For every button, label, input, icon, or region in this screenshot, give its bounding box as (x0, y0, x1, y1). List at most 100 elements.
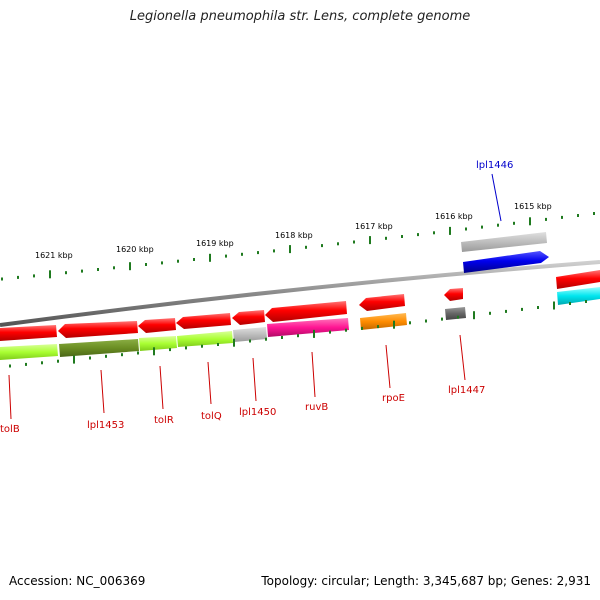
lower-scale-minor-tick (505, 309, 507, 313)
leader-tolQ (207, 361, 212, 405)
lower-scale-minor-tick (281, 336, 283, 339)
lower-scale-minor-tick (297, 334, 299, 338)
leader-tolR (159, 365, 164, 410)
leader-tolB (8, 374, 12, 420)
lower-scale-minor-tick (185, 346, 187, 350)
lower-scale-minor-tick (25, 362, 27, 366)
lower-scale-minor-tick (41, 361, 43, 365)
lower-scale-major-tick (153, 347, 155, 356)
upper-scale-minor-tick (1, 277, 3, 281)
lower-scale-major-tick (473, 311, 475, 320)
upper-scale-minor-tick (305, 245, 307, 249)
upper-scale-minor-tick (593, 212, 595, 215)
cog-rpoE (360, 313, 407, 330)
lower-scale-minor-tick (329, 330, 331, 334)
lower-scale-minor-tick (345, 328, 347, 332)
lower-scale-minor-tick (89, 356, 91, 360)
gene-tolB-arrow (0, 325, 57, 341)
gene-tolQ-arrow (176, 313, 231, 329)
upper-scale-major-tick (209, 253, 211, 262)
lower-scale-minor-tick (457, 315, 459, 319)
accession-text: Accession: NC_006369 (9, 574, 146, 588)
upper-scale-minor-tick (385, 236, 387, 240)
scale-label-1620: 1620 kbp (116, 245, 154, 254)
gene-right-edge-cyan (557, 287, 600, 305)
leader-lpl1446 (491, 173, 502, 222)
upper-scale-minor-tick (577, 214, 579, 217)
upper-scale-minor-tick (337, 242, 339, 246)
upper-scale-minor-tick (273, 249, 275, 253)
lower-scale-minor-tick (265, 337, 267, 341)
scale-label-1621: 1621 kbp (35, 251, 73, 260)
upper-scale-major-tick (529, 217, 531, 226)
genome-backbone (0, 260, 600, 327)
lower-scale-minor-tick (169, 348, 171, 352)
lower-scale-minor-tick (57, 359, 59, 363)
scale-label-1619: 1619 kbp (196, 239, 234, 248)
lower-scale-major-tick (553, 301, 555, 310)
gene-label-lpl1450: lpl1450 (239, 407, 276, 418)
cog-lpl1450 (233, 327, 267, 342)
upper-scale-minor-tick (433, 231, 435, 235)
upper-scale-minor-tick (401, 235, 403, 238)
upper-scale-minor-tick (513, 221, 515, 225)
lower-scale-major-tick (393, 320, 395, 329)
lower-scale-minor-tick (521, 307, 523, 311)
gene-label-tolR: tolR (154, 415, 174, 426)
lower-scale-minor-tick (569, 302, 571, 305)
cog-ruvB (267, 318, 349, 337)
gene-label-tolB: tolB (0, 424, 20, 435)
upper-scale-minor-tick (81, 269, 83, 273)
gene-label-rpoE: rpoE (382, 393, 405, 404)
gene-ruvB-arrow (265, 301, 347, 322)
gene-lpl1447-arrow (444, 288, 463, 301)
upper-scale-minor-tick (33, 274, 35, 278)
gene-lpl1446-grey-bar (461, 232, 547, 252)
gene-lpl1446-arrow (463, 251, 549, 273)
lower-scale-minor-tick (537, 306, 539, 309)
upper-scale-minor-tick (177, 259, 179, 263)
lower-scale-minor-tick (409, 321, 411, 325)
upper-scale-minor-tick (225, 254, 227, 258)
gene-label-lpl1453: lpl1453 (87, 420, 124, 431)
lower-scale-minor-tick (489, 311, 491, 315)
cog-lpl1447 (445, 307, 466, 320)
scale-label-1617: 1617 kbp (355, 222, 393, 231)
leader-lpl1447 (459, 334, 466, 381)
upper-scale-minor-tick (321, 244, 323, 248)
gene-label-lpl1447: lpl1447 (448, 385, 485, 396)
upper-scale-minor-tick (241, 252, 243, 256)
gene-lpl1450-arrow (232, 310, 265, 325)
lower-scale-minor-tick (137, 351, 139, 355)
cog-tolR (139, 336, 177, 351)
genome-info-text: Topology: circular; Length: 3,345,687 bp… (261, 574, 591, 588)
gene-label-tolQ: tolQ (201, 411, 222, 422)
upper-scale-minor-tick (497, 223, 499, 227)
upper-scale-minor-tick (17, 275, 19, 279)
upper-scale-major-tick (129, 262, 131, 271)
gene-right-edge-red (556, 270, 600, 289)
lower-scale-minor-tick (441, 317, 443, 321)
cog-tolB (0, 344, 58, 360)
leader-lpl1453 (100, 369, 105, 414)
lower-scale-minor-tick (105, 354, 107, 358)
upper-scale-minor-tick (97, 268, 99, 271)
upper-scale-minor-tick (353, 240, 355, 244)
lower-scale-major-tick (233, 338, 235, 347)
upper-scale-major-tick (289, 245, 291, 254)
upper-scale-minor-tick (257, 251, 259, 255)
lower-scale-minor-tick (361, 326, 363, 330)
lower-scale-minor-tick (9, 364, 11, 368)
gene-tolR-arrow (138, 318, 176, 333)
lower-scale-minor-tick (585, 300, 587, 303)
upper-scale-minor-tick (113, 266, 115, 270)
lower-scale-minor-tick (425, 319, 427, 323)
upper-scale-minor-tick (161, 261, 163, 265)
upper-scale-major-tick (369, 236, 371, 245)
lower-scale-major-tick (73, 355, 75, 364)
scale-ticks-upper (1, 212, 595, 281)
leader-rpoE (385, 344, 391, 389)
lower-scale-minor-tick (121, 353, 123, 357)
lower-scale-minor-tick (217, 343, 219, 346)
